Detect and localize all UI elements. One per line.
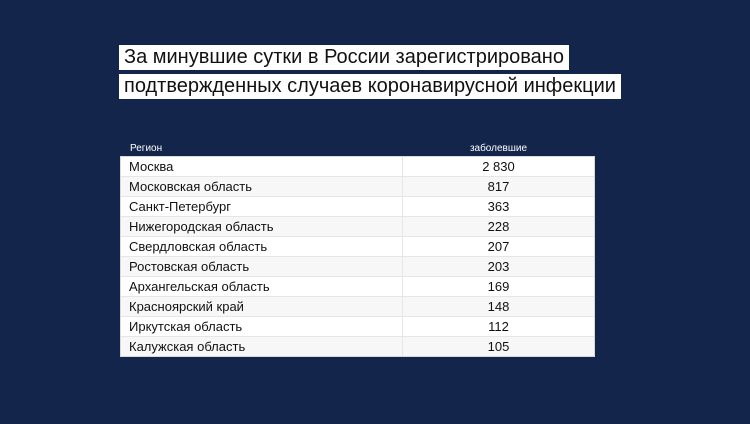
title-line-2: подтвержденных случаев коронавирусной ин… <box>119 74 621 99</box>
table-row: Калужская область 105 <box>121 337 594 356</box>
cell-region: Иркутская область <box>121 317 403 336</box>
page-title: За минувшие сутки в России зарегистриров… <box>119 45 621 99</box>
table-row: Нижегородская область 228 <box>121 217 594 237</box>
cell-value: 207 <box>487 239 510 254</box>
cell-value: 112 <box>488 319 509 334</box>
table-row: Архангельская область 169 <box>121 277 594 297</box>
cell-value: 105 <box>487 339 510 354</box>
table-body: Москва 2 830 Московская область 817 Санк… <box>120 156 595 357</box>
table-row: Иркутская область 112 <box>121 317 594 337</box>
cell-region: Архангельская область <box>121 277 403 296</box>
cell-value: 817 <box>487 179 510 194</box>
header-region: Регион <box>130 143 163 154</box>
cell-region: Санкт-Петербург <box>121 197 403 216</box>
cell-value: 363 <box>487 199 510 214</box>
cases-table: Регион заболевшие Москва 2 830 Московска… <box>120 142 595 357</box>
cell-region: Нижегородская область <box>121 217 403 236</box>
header-value: заболевшие <box>469 143 528 154</box>
table-row: Москва 2 830 <box>121 157 594 177</box>
table-row: Красноярский край 148 <box>121 297 594 317</box>
title-line-1: За минувшие сутки в России зарегистриров… <box>119 45 569 70</box>
cell-value: 203 <box>487 259 510 274</box>
table-row: Санкт-Петербург 363 <box>121 197 594 217</box>
table-row: Ростовская область 203 <box>121 257 594 277</box>
cell-region: Москва <box>121 157 403 176</box>
cell-region: Ростовская область <box>121 257 403 276</box>
table-header: Регион заболевшие <box>120 142 595 156</box>
cell-region: Калужская область <box>121 337 403 356</box>
cell-value: 2 830 <box>482 159 515 174</box>
table-row: Московская область 817 <box>121 177 594 197</box>
cell-region: Свердловская область <box>121 237 403 256</box>
cell-region: Московская область <box>121 177 403 196</box>
cell-value: 228 <box>487 219 510 234</box>
cell-value: 169 <box>487 279 510 294</box>
cell-region: Красноярский край <box>121 297 403 316</box>
cell-value: 148 <box>487 299 510 314</box>
table-row: Свердловская область 207 <box>121 237 594 257</box>
